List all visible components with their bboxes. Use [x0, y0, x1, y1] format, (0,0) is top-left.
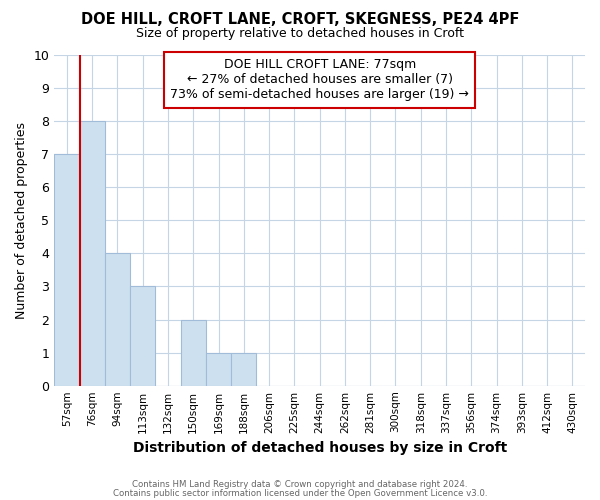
Bar [105, 254, 130, 386]
Text: DOE HILL CROFT LANE: 77sqm
← 27% of detached houses are smaller (7)
73% of semi-: DOE HILL CROFT LANE: 77sqm ← 27% of deta… [170, 58, 469, 102]
Bar [80, 121, 105, 386]
X-axis label: Distribution of detached houses by size in Croft: Distribution of detached houses by size … [133, 441, 507, 455]
Y-axis label: Number of detached properties: Number of detached properties [15, 122, 28, 319]
Text: Contains HM Land Registry data © Crown copyright and database right 2024.: Contains HM Land Registry data © Crown c… [132, 480, 468, 489]
Text: Contains public sector information licensed under the Open Government Licence v3: Contains public sector information licen… [113, 488, 487, 498]
Bar [231, 352, 256, 386]
Bar [181, 320, 206, 386]
Text: DOE HILL, CROFT LANE, CROFT, SKEGNESS, PE24 4PF: DOE HILL, CROFT LANE, CROFT, SKEGNESS, P… [81, 12, 519, 28]
Bar [130, 286, 155, 386]
Text: Size of property relative to detached houses in Croft: Size of property relative to detached ho… [136, 28, 464, 40]
Bar [54, 154, 80, 386]
Bar [206, 352, 231, 386]
